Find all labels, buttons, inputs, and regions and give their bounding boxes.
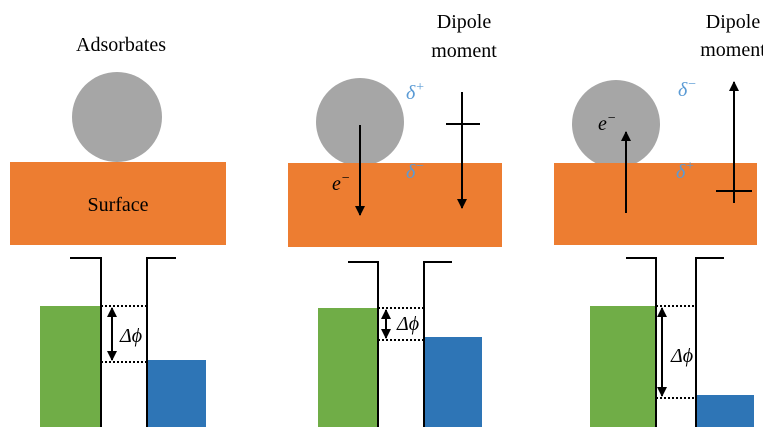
delta-phi-label: Δϕ	[119, 325, 142, 347]
charge-sign: +	[415, 80, 424, 95]
charge-sign: −	[687, 77, 696, 92]
fermi-level-right	[696, 395, 754, 427]
fermi-level-left	[590, 306, 656, 427]
panel-negative: Dipole moment δ− δ+ e− Δϕ	[554, 11, 763, 427]
panel-positive: Dipole moment δ+ δ− e− Δϕ	[288, 11, 502, 427]
electron-symbol: e	[332, 173, 341, 195]
charge-label: δ−	[678, 77, 697, 101]
charge-sign: +	[685, 159, 694, 174]
charge-sign: −	[415, 159, 424, 174]
delta-phi-label: Δϕ	[670, 345, 693, 367]
adsorbate	[72, 72, 162, 162]
dipole-label: Dipole	[437, 11, 492, 33]
surface-label: Surface	[87, 194, 148, 216]
surface	[554, 163, 757, 245]
dipole-label: Dipole	[706, 11, 761, 33]
adsorbates-label: Adsorbates	[76, 34, 166, 56]
dipole-label: moment	[700, 39, 763, 61]
surface	[288, 163, 502, 247]
delta-phi-label: Δϕ	[396, 313, 419, 335]
charge-label: δ+	[406, 80, 425, 104]
fermi-level-right	[147, 360, 206, 427]
fermi-level-left	[40, 306, 101, 427]
panel-neutral: Adsorbates Surface Δϕ	[10, 34, 226, 427]
electron-symbol: e	[598, 113, 607, 135]
fermi-level-right	[424, 337, 482, 427]
electron-sign: −	[607, 111, 616, 126]
electron-sign: −	[341, 171, 350, 186]
diagram: Adsorbates Surface Δϕ Dipole moment δ+ δ…	[0, 0, 763, 427]
fermi-level-left	[318, 308, 378, 427]
dipole-label: moment	[431, 40, 497, 62]
